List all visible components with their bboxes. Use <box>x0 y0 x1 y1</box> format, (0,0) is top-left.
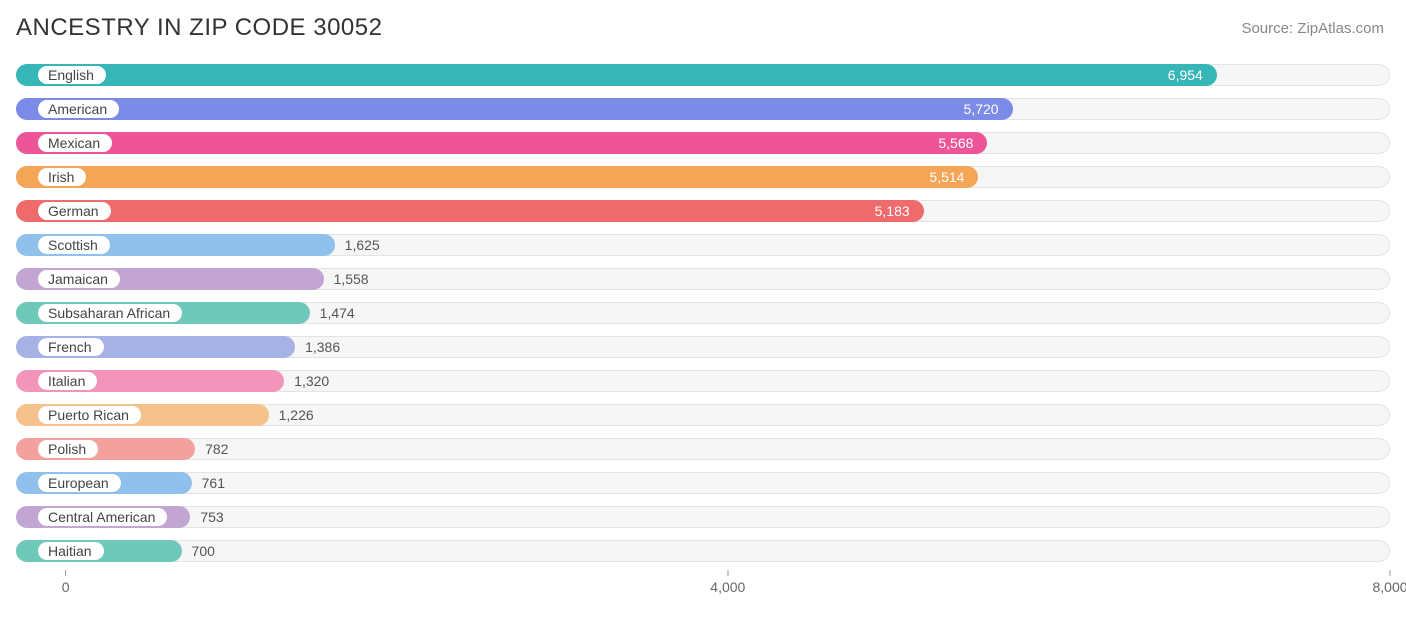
bar-row: Irish 5,514 <box>16 162 1390 192</box>
bar-row: Haitian 700 <box>16 536 1390 566</box>
bar-row: Polish 782 <box>16 434 1390 464</box>
value-label: 1,558 <box>334 268 369 290</box>
value-label: 753 <box>200 506 223 528</box>
tick-label: 8,000 <box>1372 579 1406 595</box>
category-label: Subsaharan African <box>38 304 182 322</box>
value-label: 5,720 <box>964 98 999 120</box>
tick-mark <box>65 570 66 576</box>
value-label: 1,386 <box>305 336 340 358</box>
value-label: 782 <box>205 438 228 460</box>
category-label: Jamaican <box>38 270 120 288</box>
bar-row: English 6,954 <box>16 60 1390 90</box>
value-label: 6,954 <box>1168 64 1203 86</box>
bar-row: Scottish 1,625 <box>16 230 1390 260</box>
category-label: Irish <box>38 168 86 186</box>
category-label: Polish <box>38 440 98 458</box>
bar-row: American 5,720 <box>16 94 1390 124</box>
category-label: English <box>38 66 106 84</box>
bar <box>16 98 1013 120</box>
bar-row: Jamaican 1,558 <box>16 264 1390 294</box>
value-label: 1,625 <box>345 234 380 256</box>
value-label: 761 <box>202 472 225 494</box>
tick-mark <box>1389 570 1390 576</box>
category-label: Puerto Rican <box>38 406 141 424</box>
value-label: 5,568 <box>938 132 973 154</box>
bar-row: European 761 <box>16 468 1390 498</box>
category-label: Central American <box>38 508 167 526</box>
value-label: 700 <box>192 540 215 562</box>
bar <box>16 132 987 154</box>
chart-area: English 6,954 American 5,720 Mexican 5,568 Iri… <box>0 52 1406 600</box>
bar <box>16 64 1217 86</box>
value-label: 1,320 <box>294 370 329 392</box>
axis-tick: 0 <box>62 570 70 595</box>
tick-label: 4,000 <box>710 579 745 595</box>
value-label: 1,474 <box>320 302 355 324</box>
axis-tick: 4,000 <box>710 570 745 595</box>
category-label: Mexican <box>38 134 112 152</box>
value-label: 5,514 <box>929 166 964 188</box>
bar-row: Central American 753 <box>16 502 1390 532</box>
category-label: European <box>38 474 121 492</box>
category-label: Scottish <box>38 236 110 254</box>
tick-label: 0 <box>62 579 70 595</box>
bar-row: Italian 1,320 <box>16 366 1390 396</box>
category-label: Haitian <box>38 542 104 560</box>
value-label: 1,226 <box>279 404 314 426</box>
tick-mark <box>727 570 728 576</box>
axis-tick: 8,000 <box>1372 570 1406 595</box>
bar-row: German 5,183 <box>16 196 1390 226</box>
chart-source: Source: ZipAtlas.com <box>1241 20 1384 37</box>
bar-track <box>16 540 1390 562</box>
bar-row: French 1,386 <box>16 332 1390 362</box>
category-label: American <box>38 100 119 118</box>
category-label: French <box>38 338 104 356</box>
x-axis: 04,0008,000 <box>16 570 1390 600</box>
bar-row: Subsaharan African 1,474 <box>16 298 1390 328</box>
header: ANCESTRY IN ZIP CODE 30052 Source: ZipAt… <box>0 0 1406 52</box>
category-label: Italian <box>38 372 97 390</box>
bar <box>16 166 978 188</box>
bar-row: Puerto Rican 1,226 <box>16 400 1390 430</box>
value-label: 5,183 <box>875 200 910 222</box>
bar-row: Mexican 5,568 <box>16 128 1390 158</box>
bar <box>16 200 924 222</box>
chart-title: ANCESTRY IN ZIP CODE 30052 <box>16 14 382 42</box>
category-label: German <box>38 202 111 220</box>
